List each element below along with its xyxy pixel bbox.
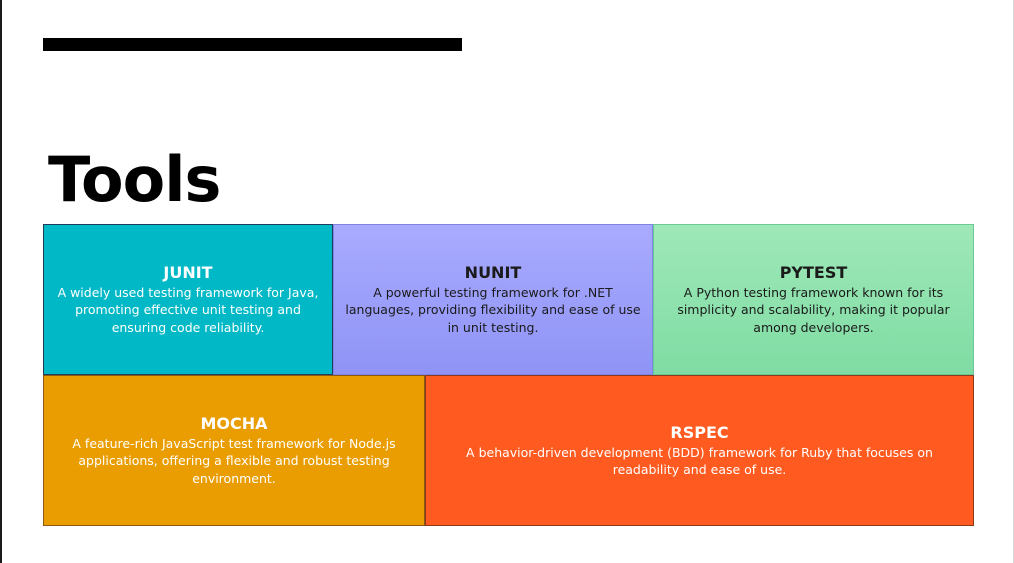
tool-card-title: RSPEC <box>670 422 729 442</box>
tool-card-description: A Python testing framework known for its… <box>677 284 950 335</box>
slide-title: Tools <box>48 143 221 216</box>
tool-card-rspec: RSPEC A behavior-driven development (BDD… <box>425 375 974 526</box>
tool-card-title: MOCHA <box>200 413 268 433</box>
tool-card-description: A powerful testing framework for .NET la… <box>345 284 641 335</box>
tool-card-description: A behavior-driven development (BDD) fram… <box>466 444 933 478</box>
tool-card-mocha: MOCHA A feature-rich JavaScript test fra… <box>43 375 425 526</box>
title-accent-bar <box>43 38 462 51</box>
tool-card-pytest: PYTEST A Python testing framework known … <box>653 224 974 375</box>
slide-border-left <box>0 0 2 563</box>
tool-card-title: JUNIT <box>163 262 213 282</box>
tool-card-junit: JUNIT A widely used testing framework fo… <box>43 224 333 375</box>
tool-card-description: A feature-rich JavaScript test framework… <box>72 435 396 486</box>
tool-card-title: PYTEST <box>779 262 848 282</box>
tool-card-nunit: NUNIT A powerful testing framework for .… <box>333 224 653 375</box>
tool-card-title: NUNIT <box>464 262 522 282</box>
tool-card-description: A widely used testing framework for Java… <box>57 284 319 335</box>
